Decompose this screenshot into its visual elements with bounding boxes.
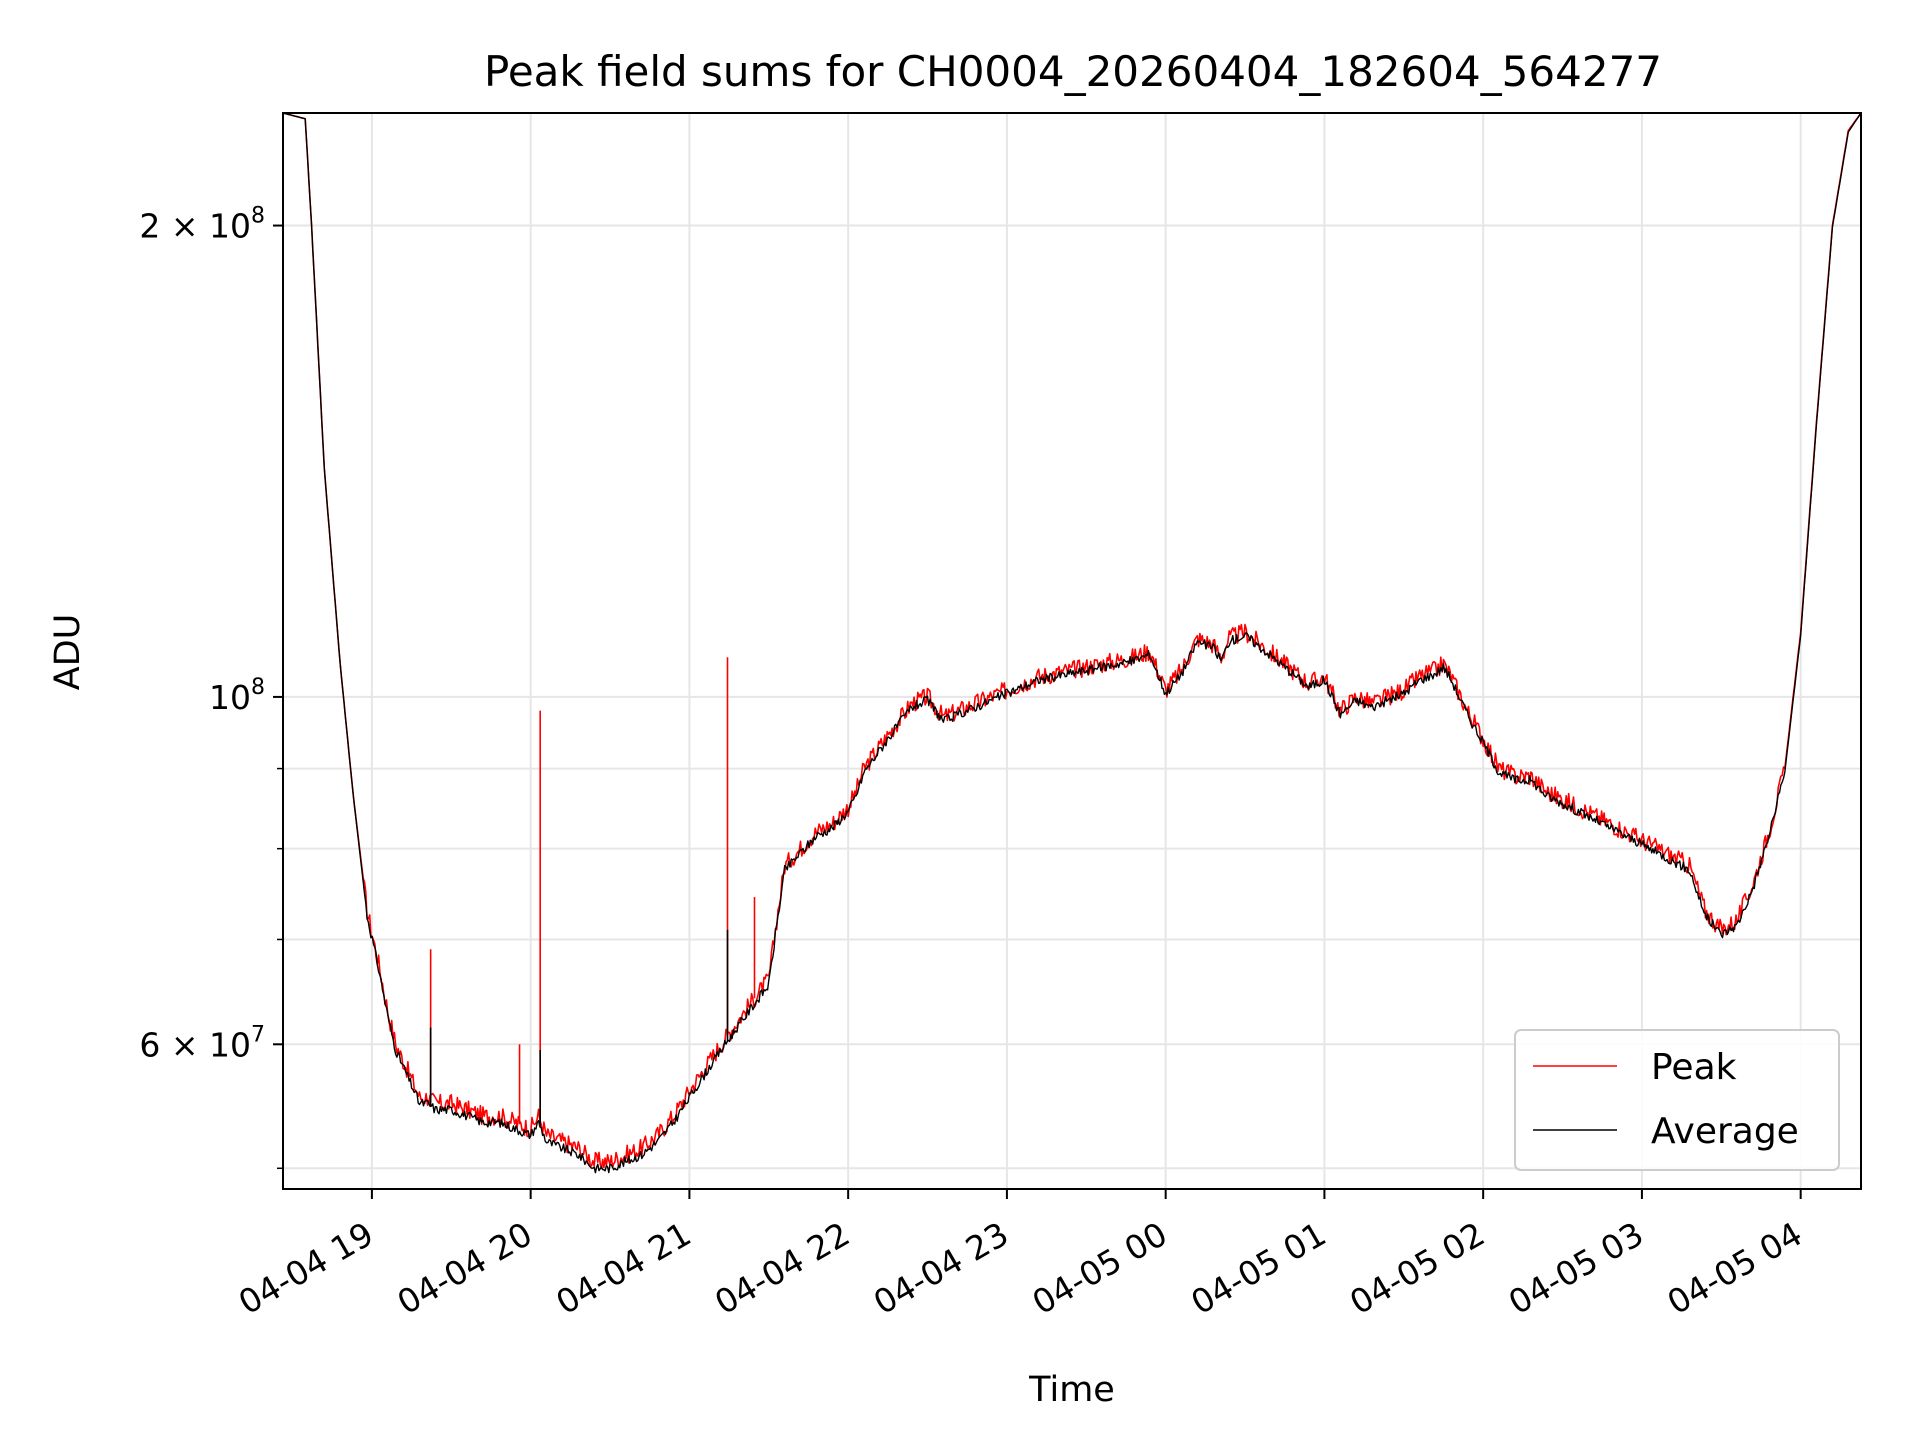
y-tick-mantissa: 2 × 10 [139,207,251,246]
y-tick-exponent: 8 [251,204,265,229]
y-tick-mantissa: 10 [209,678,251,717]
legend-peak-label: Peak [1651,1047,1737,1088]
y-tick-exponent: 8 [251,675,265,700]
plot-frame [282,112,1862,1190]
legend: Peak Average [1514,1029,1840,1171]
chart-title: Peak field sums for CH0004_20260404_1826… [484,47,1662,96]
y-tick-mantissa: 6 × 10 [139,1025,251,1064]
y-tick-label: 108 [209,675,265,717]
y-tick-label: 2 × 108 [139,204,265,246]
x-axis-label: Time [1028,1370,1115,1410]
series-line-peak [283,113,1861,1170]
y-axis-label: ADU [48,614,88,691]
y-tick-label: 6 × 107 [139,1022,265,1064]
y-tick-exponent: 7 [251,1022,265,1047]
legend-box [1514,1029,1840,1171]
series-layer [283,113,1861,1174]
legend-average-label: Average [1651,1111,1799,1152]
series-line-average [283,113,1861,1174]
